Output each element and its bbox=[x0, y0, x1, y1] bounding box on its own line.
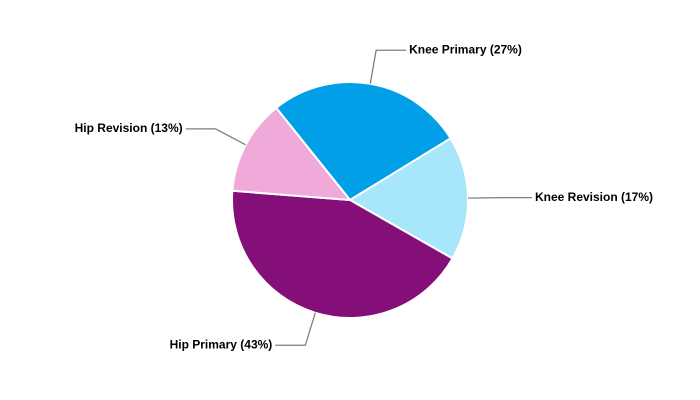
slice-label: Knee Primary (27%) bbox=[409, 42, 522, 56]
leader-line bbox=[369, 49, 407, 84]
leader-line bbox=[275, 312, 316, 346]
slice-label: Knee Revision (17%) bbox=[535, 190, 653, 204]
pie-slice bbox=[231, 106, 353, 202]
slice-label: Hip Revision (13%) bbox=[75, 121, 183, 135]
pie-slice bbox=[274, 81, 452, 202]
leader-line bbox=[185, 128, 247, 146]
leader-line bbox=[467, 196, 532, 199]
slice-label: Hip Primary (43%) bbox=[170, 337, 273, 351]
